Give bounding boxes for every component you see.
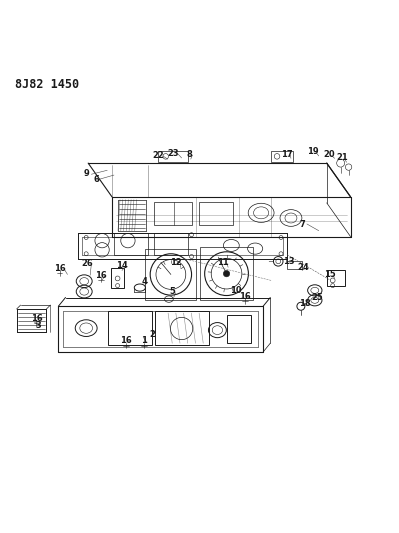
Text: 14: 14 [116,261,128,270]
Bar [111,269,124,288]
Text: 10: 10 [230,286,242,295]
Bar [155,311,209,345]
Text: 16: 16 [31,314,42,322]
Bar [287,261,302,269]
Bar [108,311,152,345]
Text: 16: 16 [54,264,65,273]
Text: 23: 23 [168,149,180,158]
Text: 3: 3 [35,321,41,330]
Bar [227,316,251,343]
Text: 9: 9 [83,168,89,177]
Bar [271,151,293,163]
Text: 20: 20 [323,150,334,159]
Text: 16: 16 [239,292,251,301]
Text: 17: 17 [281,150,293,159]
Text: 18: 18 [299,299,310,308]
Bar [327,270,345,286]
Text: 24: 24 [297,263,309,272]
Text: 8J82 1450: 8J82 1450 [15,78,79,91]
Text: 7: 7 [299,220,305,229]
Bar [199,202,233,225]
Bar [145,249,196,300]
Text: 26: 26 [81,259,93,268]
Text: 22: 22 [152,151,164,160]
Text: 4: 4 [142,277,148,286]
Text: 1: 1 [141,336,147,345]
Text: 15: 15 [324,270,336,279]
Text: 16: 16 [120,336,132,345]
Text: 5: 5 [170,287,176,296]
Bar [154,202,192,225]
Bar [114,233,148,255]
Bar [154,233,188,255]
Text: 25: 25 [311,293,323,302]
Text: 11: 11 [217,258,229,267]
Text: 13: 13 [283,257,294,266]
Text: 12: 12 [170,258,182,267]
Bar [158,151,188,163]
Text: 21: 21 [336,154,348,163]
Circle shape [223,270,230,277]
Bar [200,247,253,300]
Text: 8: 8 [187,150,192,159]
Text: 19: 19 [307,147,319,156]
Text: 6: 6 [93,174,99,183]
Text: 16: 16 [95,271,107,280]
Text: 2: 2 [150,329,156,338]
